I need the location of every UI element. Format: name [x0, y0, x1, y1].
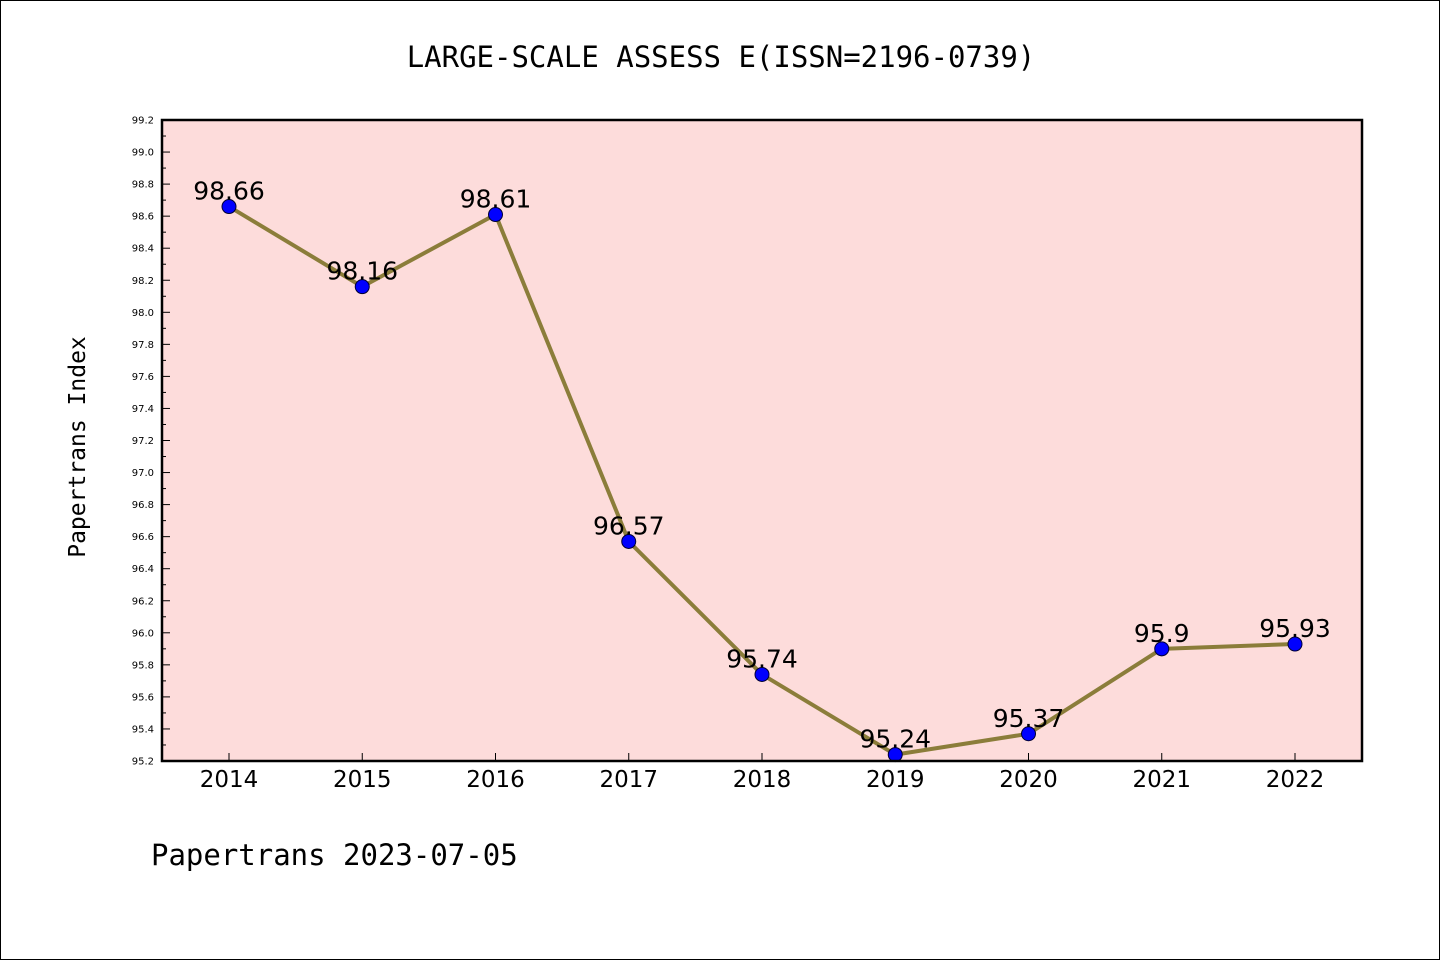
- y-tick-label: 97.0: [132, 468, 154, 479]
- data-label: 98.16: [326, 257, 398, 286]
- y-tick-label: 95.6: [132, 692, 154, 703]
- y-tick-label: 98.6: [132, 212, 154, 223]
- x-tick-label: 2016: [466, 767, 525, 793]
- x-tick-label: 2015: [333, 767, 392, 793]
- x-tick-label: 2017: [599, 767, 658, 793]
- data-label: 96.57: [593, 511, 665, 540]
- data-label: 98.66: [193, 177, 265, 206]
- data-label-layer: 98.66 98.16 98.61 96.57 95.74 95.24 95.37 95.9 9…: [193, 177, 1331, 754]
- x-tick-label: 2014: [200, 767, 259, 793]
- data-point: [1287, 636, 1303, 652]
- footer-text: Papertrans 2023-07-05: [151, 838, 518, 872]
- x-tick-label: 2019: [866, 767, 925, 793]
- y-tick-label: 98.8: [132, 180, 154, 191]
- data-point: [1154, 641, 1170, 657]
- data-point: [221, 199, 237, 215]
- data-label: 95.37: [993, 704, 1065, 733]
- x-tick-label: 2018: [733, 767, 792, 793]
- data-point: [354, 279, 370, 295]
- y-tick-label: 96.0: [132, 628, 154, 639]
- data-label: 95.24: [859, 725, 931, 754]
- data-point: [1021, 726, 1036, 742]
- y-tick-label: 98.2: [132, 276, 154, 287]
- y-tick-label: 96.8: [132, 500, 154, 511]
- y-tick-label: 96.4: [132, 564, 154, 575]
- series-layer: [221, 199, 1303, 763]
- y-tick-label: 95.2: [132, 757, 154, 768]
- x-axis-ticks: 2014 2015 2016 2017 2018 2019 2020 2021 2022: [200, 753, 1325, 793]
- data-point: [621, 533, 637, 549]
- plot-frame: [160, 118, 1364, 763]
- x-tick-label: 2021: [1132, 767, 1191, 793]
- y-tick-label: 99.2: [132, 116, 154, 127]
- data-label: 95.9: [1134, 619, 1190, 648]
- y-tick-label: 97.6: [132, 372, 154, 383]
- y-tick-label: 97.4: [132, 404, 154, 415]
- y-tick-label: 97.2: [132, 436, 154, 447]
- x-tick-label: 2022: [1266, 767, 1325, 793]
- y-axis-ticks: 95.2 95.4 95.6 95.8 96.0 96.2 96.4 96.6 96.8 97.0…: [132, 116, 170, 768]
- y-tick-label: 95.4: [132, 724, 154, 735]
- x-tick-label: 2020: [999, 767, 1058, 793]
- y-axis-label: Papertrans Index: [65, 336, 91, 558]
- data-label: 95.74: [726, 644, 798, 673]
- y-tick-label: 97.8: [132, 340, 154, 351]
- y-tick-label: 95.8: [132, 660, 154, 671]
- y-tick-label: 98.4: [132, 244, 154, 255]
- y-tick-label: 96.6: [132, 532, 154, 543]
- data-label: 95.93: [1259, 614, 1331, 643]
- data-point: [754, 666, 770, 682]
- y-tick-label: 96.2: [132, 596, 154, 607]
- chart-title: LARGE-SCALE ASSESS E(ISSN=2196-0739): [407, 40, 1036, 74]
- y-tick-label: 99.0: [132, 148, 154, 159]
- data-point: [488, 207, 503, 223]
- data-label: 98.61: [460, 185, 532, 214]
- y-tick-label: 98.0: [132, 308, 154, 319]
